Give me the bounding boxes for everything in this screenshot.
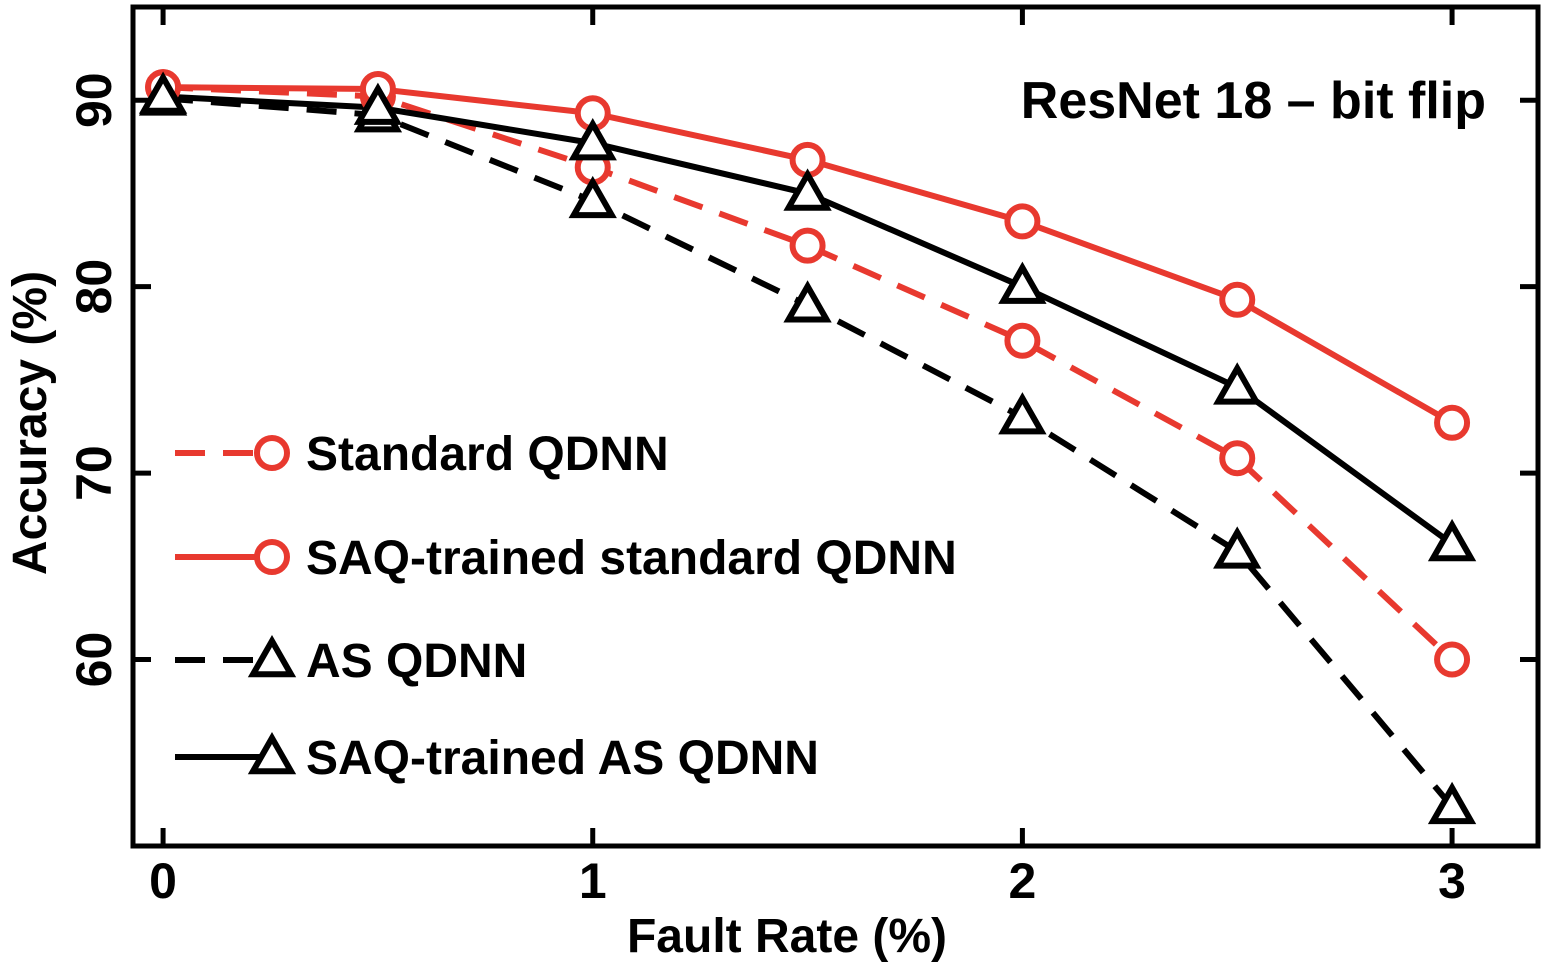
data-point-saq-trained-standard-qdnn xyxy=(1219,281,1256,318)
data-point-saq-trained-standard-qdnn xyxy=(1004,203,1041,240)
data-point-saq-trained-as-qdnn xyxy=(1427,518,1477,562)
x-tick-label: 0 xyxy=(149,853,177,909)
data-point-as-qdnn xyxy=(998,392,1047,435)
data-point-standard-qdnn xyxy=(1004,322,1041,359)
chart-annotation: ResNet 18 – bit flip xyxy=(1021,72,1486,130)
legend-label-saq-trained-as-qdnn: SAQ-trained AS QDNN xyxy=(306,732,819,785)
plot-frame xyxy=(130,4,1541,849)
y-tick-label: 60 xyxy=(66,632,122,688)
data-point-as-qdnn xyxy=(1213,526,1262,569)
data-point-saq-trained-as-qdnn xyxy=(138,71,188,114)
legend-marker-saq-trained-as-qdnn xyxy=(247,731,297,775)
series-markers xyxy=(138,69,1477,825)
data-point-as-qdnn xyxy=(783,280,832,323)
legend-label-saq-trained-standard-qdnn: SAQ-trained standard QDNN xyxy=(306,532,957,585)
data-point-standard-qdnn xyxy=(789,227,826,264)
legend-label-standard-qdnn: Standard QDNN xyxy=(306,428,669,481)
data-point-as-qdnn xyxy=(1427,781,1477,825)
data-point-as-qdnn xyxy=(568,175,617,219)
data-point-saq-trained-as-qdnn xyxy=(568,118,617,161)
data-point-saq-trained-standard-qdnn xyxy=(1434,404,1471,441)
legend: Standard QDNN SAQ-trained standard QDNN AS… xyxy=(175,428,957,785)
x-tick-label: 1 xyxy=(579,853,607,909)
y-axis-label: Accuracy (%) xyxy=(4,271,57,575)
x-tick-label: 3 xyxy=(1438,853,1466,909)
legend-marker-saq-trained-standard-qdnn xyxy=(254,539,290,575)
data-point-saq-trained-as-qdnn xyxy=(783,168,832,211)
legend-marker-standard-qdnn xyxy=(254,435,290,471)
x-tick-label: 2 xyxy=(1008,853,1036,909)
data-point-standard-qdnn xyxy=(1434,641,1471,678)
y-tick-label: 90 xyxy=(66,72,122,128)
data-point-saq-trained-as-qdnn xyxy=(998,261,1047,304)
data-point-saq-trained-as-qdnn xyxy=(1213,362,1262,405)
y-tick-label: 80 xyxy=(66,259,122,315)
data-point-standard-qdnn xyxy=(1219,440,1256,477)
legend-marker-as-qdnn xyxy=(247,634,297,678)
axes: 0 1 2 3 60 70 80 90 xyxy=(66,4,1541,909)
data-point-saq-trained-as-qdnn xyxy=(353,82,403,125)
x-axis-label: Fault Rate (%) xyxy=(627,910,947,962)
y-tick-label: 70 xyxy=(66,445,122,501)
legend-label-as-qdnn: AS QDNN xyxy=(306,635,527,688)
